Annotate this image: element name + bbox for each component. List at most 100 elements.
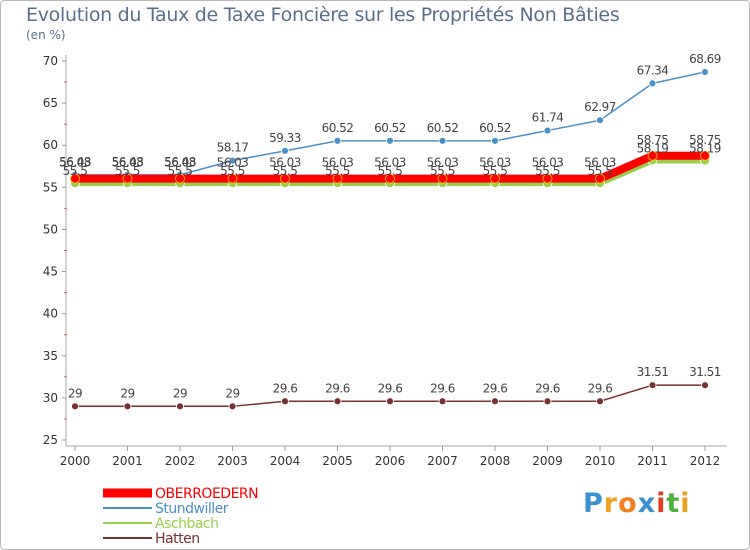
data-label: 60.52 bbox=[427, 121, 459, 135]
data-label: 29 bbox=[173, 386, 187, 400]
data-label: 56.48 bbox=[164, 155, 196, 169]
data-label: 56.03 bbox=[217, 156, 249, 170]
legend-label: Stundwiller bbox=[155, 501, 229, 517]
data-label: 55.5 bbox=[115, 164, 140, 178]
data-point bbox=[228, 402, 237, 411]
data-point bbox=[70, 173, 80, 184]
data-point bbox=[386, 397, 394, 406]
legend-label: OBERROEDERN bbox=[155, 486, 258, 502]
data-point bbox=[595, 173, 605, 184]
data-label: 55.5 bbox=[378, 164, 403, 178]
data-point bbox=[438, 136, 447, 145]
data-label: 55.5 bbox=[168, 164, 193, 178]
y-tick-label: 45 bbox=[43, 265, 58, 279]
data-label: 68.69 bbox=[689, 52, 721, 66]
x-tick-label: 2002 bbox=[165, 454, 196, 468]
data-label: 56.03 bbox=[269, 156, 301, 170]
data-label: 29.6 bbox=[325, 381, 350, 395]
data-label: 55.5 bbox=[325, 164, 350, 178]
x-tick-label: 2006 bbox=[375, 454, 406, 468]
data-label: 56.48 bbox=[112, 155, 144, 169]
legend-label: Aschbach bbox=[155, 516, 218, 532]
logo-letter: x bbox=[637, 488, 657, 519]
data-label: 56.03 bbox=[584, 156, 616, 170]
series-layer bbox=[70, 68, 710, 411]
data-point bbox=[438, 397, 447, 406]
data-label: 29 bbox=[120, 386, 134, 400]
data-label: 55.5 bbox=[483, 164, 508, 178]
data-point bbox=[648, 381, 657, 390]
data-point bbox=[437, 173, 448, 184]
data-point bbox=[281, 397, 289, 406]
data-label: 67.34 bbox=[637, 63, 669, 77]
data-label: 58.19 bbox=[637, 141, 669, 155]
data-point bbox=[701, 381, 709, 390]
data-label: 58.75 bbox=[637, 133, 669, 147]
data-label: 29.6 bbox=[378, 381, 403, 395]
chart-title: Evolution du Taux de Taxe Foncière sur l… bbox=[26, 4, 620, 26]
x-tick-label: 2001 bbox=[112, 454, 143, 468]
x-tick-label: 2009 bbox=[532, 454, 563, 468]
data-label: 60.52 bbox=[322, 121, 354, 135]
data-label: 56.03 bbox=[322, 156, 354, 170]
y-tick-label: 65 bbox=[43, 96, 58, 110]
data-label: 56.03 bbox=[427, 156, 459, 170]
data-label: 58.17 bbox=[217, 141, 249, 155]
data-label: 56.03 bbox=[532, 156, 564, 170]
data-label: 60.52 bbox=[479, 121, 511, 135]
legend-label: Hatten bbox=[155, 531, 200, 547]
proxiti-logo: Proxiti bbox=[583, 488, 691, 519]
data-point bbox=[701, 68, 709, 76]
data-label: 55.5 bbox=[273, 164, 298, 178]
data-point bbox=[647, 150, 658, 161]
data-label: 58.75 bbox=[689, 133, 721, 147]
x-tick-label: 2010 bbox=[585, 454, 616, 468]
data-label: 29.6 bbox=[430, 381, 455, 395]
data-label: 29.6 bbox=[535, 381, 560, 395]
x-tick-label: 2003 bbox=[217, 454, 248, 468]
data-point bbox=[71, 402, 79, 411]
data-point bbox=[333, 136, 342, 145]
data-label: 55.5 bbox=[220, 164, 245, 178]
data-labels: 56.03 56.03 56.03 56.03 56.03 56.03 56.03 56.03… bbox=[59, 52, 721, 400]
x-tick-label: 2008 bbox=[480, 454, 511, 468]
data-label: 56.03 bbox=[59, 156, 91, 170]
data-label: 55.5 bbox=[588, 164, 613, 178]
data-point bbox=[175, 173, 185, 184]
data-label: 29 bbox=[225, 386, 239, 400]
data-label: 62.97 bbox=[584, 100, 616, 114]
y-tick-label: 60 bbox=[43, 138, 58, 152]
data-point bbox=[491, 397, 499, 406]
data-point bbox=[227, 173, 238, 184]
x-tick-label: 2007 bbox=[427, 454, 458, 468]
data-point bbox=[542, 173, 553, 184]
x-tick-label: 2012 bbox=[690, 454, 721, 468]
data-label: 56.03 bbox=[479, 156, 511, 170]
x-tick-label: 2011 bbox=[637, 454, 668, 468]
data-point bbox=[596, 116, 604, 125]
data-point bbox=[122, 173, 133, 184]
axes: 25 30 35 40 45 50 55 60 65 70 2000 2001 2002 2003 2004… bbox=[43, 54, 727, 468]
data-label: 60.52 bbox=[374, 121, 406, 135]
y-tick-label: 40 bbox=[43, 307, 58, 321]
x-tick-label: 2004 bbox=[270, 454, 301, 468]
x-tick-label: 2000 bbox=[60, 454, 91, 468]
data-label: 56.03 bbox=[112, 156, 144, 170]
y-tick-label: 50 bbox=[43, 222, 58, 236]
y-tick-label: 30 bbox=[43, 391, 58, 405]
data-point bbox=[280, 173, 290, 184]
data-label: 59.33 bbox=[269, 131, 301, 145]
x-tick-label: 2005 bbox=[322, 454, 353, 468]
data-point bbox=[333, 397, 342, 406]
data-point bbox=[123, 402, 132, 411]
y-axis-unit: (en %) bbox=[26, 28, 66, 42]
data-point bbox=[596, 397, 604, 406]
data-point bbox=[490, 173, 500, 184]
data-point bbox=[543, 397, 552, 406]
data-label: 56.48 bbox=[59, 155, 91, 169]
y-tick-label: 55 bbox=[43, 180, 58, 194]
data-point bbox=[176, 402, 184, 411]
